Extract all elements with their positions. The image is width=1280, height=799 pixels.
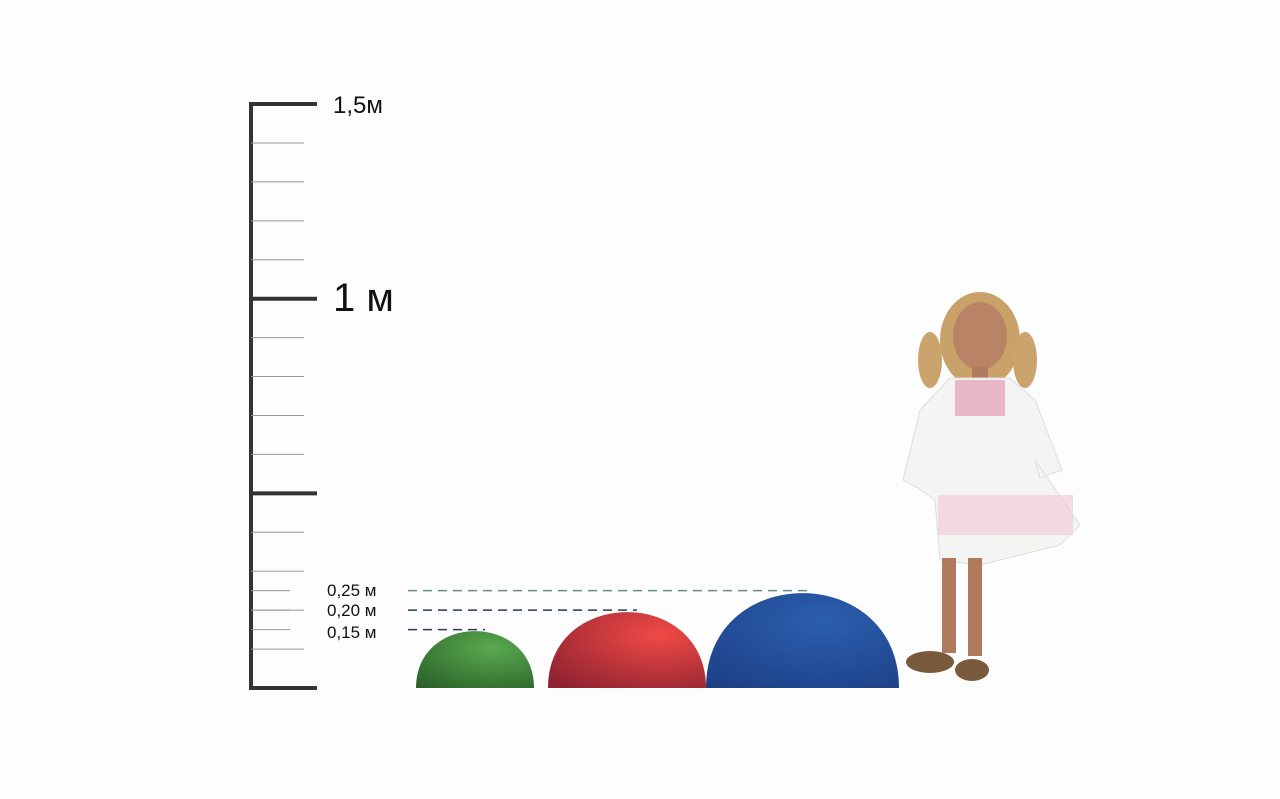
dome-1	[548, 612, 706, 688]
dome-label-0-25: 0,25 м	[327, 581, 377, 600]
domes	[251, 589, 899, 688]
scale-label-1-5m: 1,5м	[333, 92, 383, 119]
dome-label-0-20: 0,20 м	[327, 601, 377, 620]
dome-2	[706, 593, 899, 688]
dome-label-0-15: 0,15 м	[327, 623, 377, 642]
height-ruler	[249, 102, 317, 690]
dome-0	[416, 631, 534, 688]
child-figure	[902, 292, 1081, 681]
scale-label-1m: 1 м	[333, 276, 394, 320]
